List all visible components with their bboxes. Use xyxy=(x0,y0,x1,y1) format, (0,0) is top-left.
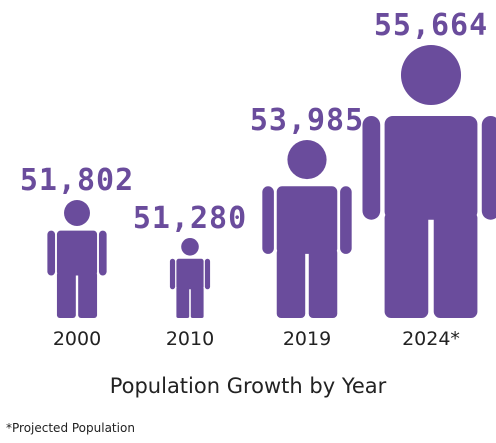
person-head xyxy=(400,45,462,106)
person-head xyxy=(287,140,327,180)
person-torso xyxy=(176,258,204,290)
person-figure-2010 xyxy=(169,238,211,318)
year-label-2010: 2010 xyxy=(166,328,214,350)
value-label-2000: 51,802 xyxy=(20,163,134,198)
person-figure-2000 xyxy=(47,200,107,318)
person-right-arm xyxy=(204,258,211,290)
person-right-arm xyxy=(340,186,352,254)
footnote: *Projected Population xyxy=(6,421,135,435)
year-labels-group: 2000 2010 2019 2024* xyxy=(53,328,460,350)
year-label-2024*: 2024* xyxy=(402,328,460,350)
person-head xyxy=(181,238,199,256)
person-right-arm xyxy=(98,230,107,276)
person-right-leg xyxy=(190,286,204,318)
figures-group xyxy=(47,45,496,318)
chart-title: Population Growth by Year xyxy=(110,374,387,398)
person-right-leg xyxy=(78,271,98,318)
person-left-arm xyxy=(47,230,56,276)
person-left-leg xyxy=(56,271,76,318)
person-left-leg xyxy=(384,211,429,318)
person-torso xyxy=(56,230,98,276)
person-right-arm xyxy=(481,115,496,220)
person-left-leg xyxy=(276,248,306,318)
person-torso xyxy=(276,186,338,254)
person-left-arm xyxy=(362,115,381,220)
person-left-arm xyxy=(262,186,274,254)
person-left-arm xyxy=(169,258,176,290)
person-right-leg xyxy=(433,211,478,318)
year-label-2000: 2000 xyxy=(53,328,101,350)
person-head xyxy=(64,200,90,226)
person-torso xyxy=(384,115,478,220)
person-figure-2024* xyxy=(362,45,496,318)
value-label-2019: 53,985 xyxy=(250,103,364,138)
value-label-2010: 51,280 xyxy=(133,201,247,236)
person-figure-2019 xyxy=(262,140,352,318)
value-label-2024*: 55,664 xyxy=(374,8,488,43)
person-right-leg xyxy=(308,248,338,318)
year-label-2019: 2019 xyxy=(283,328,331,350)
person-left-leg xyxy=(176,286,190,318)
